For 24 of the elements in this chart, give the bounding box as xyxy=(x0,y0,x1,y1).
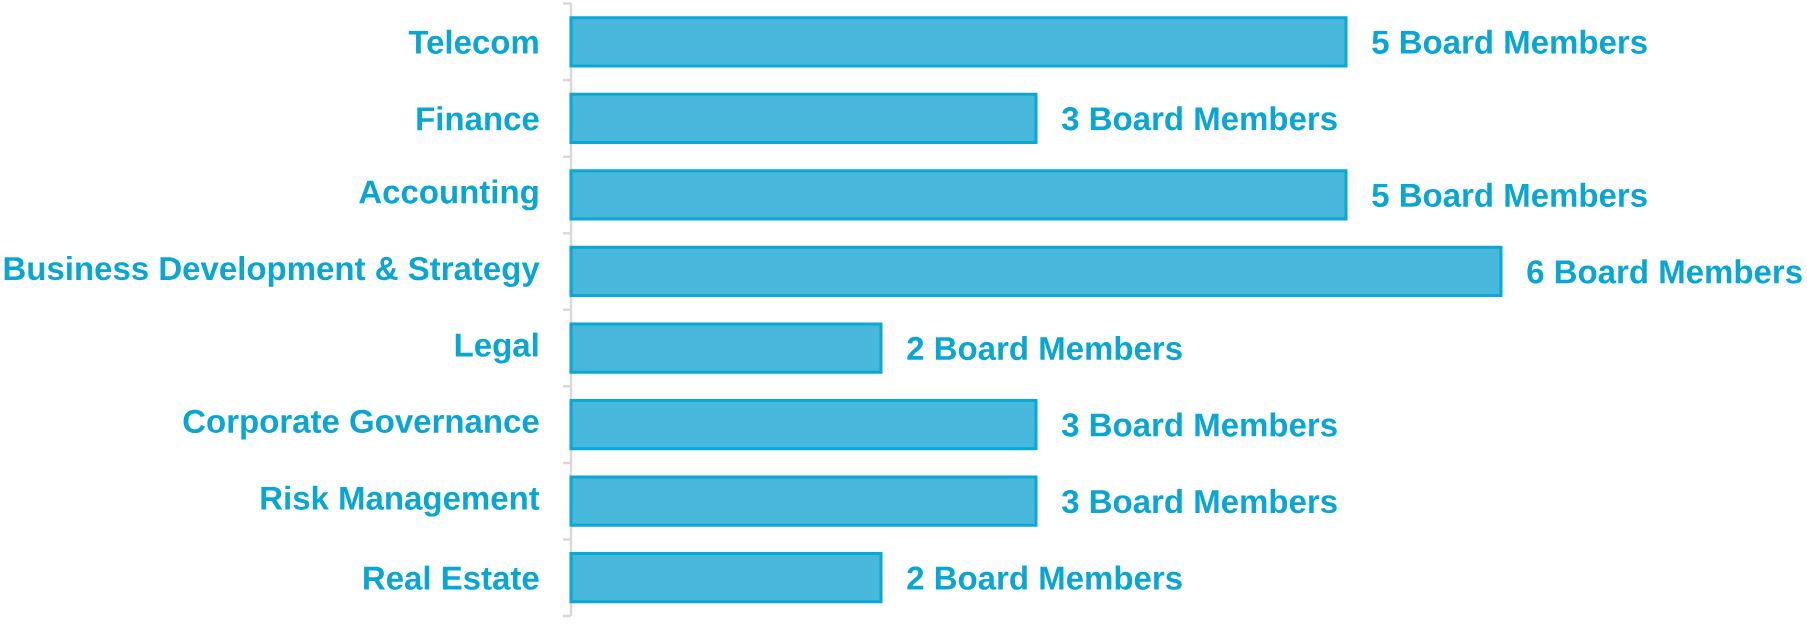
bar xyxy=(569,16,1348,68)
y-tick-label: Accounting xyxy=(359,179,538,211)
y-tick-label: Real Estate xyxy=(364,565,539,590)
data-label: 2 Board Members xyxy=(907,565,1182,590)
bar xyxy=(569,169,1348,221)
bar xyxy=(569,92,1038,144)
data-label: 6 Board Members xyxy=(1527,259,1802,284)
y-tick-label: Legal xyxy=(455,332,538,364)
bar xyxy=(569,552,883,604)
y-tick-label: Business Development & Strategy xyxy=(4,256,540,287)
data-label: 3 Board Members xyxy=(1061,106,1337,131)
bar xyxy=(569,322,883,374)
y-tick-label: Risk Management xyxy=(261,485,540,517)
data-label: 5 Board Members xyxy=(1372,182,1647,208)
y-tick-label: Finance xyxy=(417,106,539,131)
y-tick-label: Corporate Governance xyxy=(183,409,539,440)
y-tick-label: Telecom xyxy=(408,29,538,54)
bar xyxy=(569,245,1503,298)
bar xyxy=(569,475,1038,527)
data-label: 5 Board Members xyxy=(1372,29,1647,54)
data-label: 2 Board Members xyxy=(907,335,1182,361)
bar xyxy=(569,398,1038,451)
data-label: 3 Board Members xyxy=(1061,412,1337,437)
data-label: 3 Board Members xyxy=(1061,489,1337,514)
